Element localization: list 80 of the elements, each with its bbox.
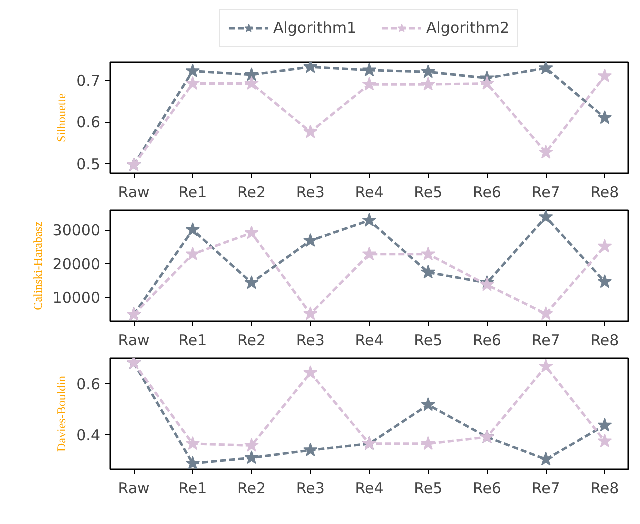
point: [598, 239, 612, 253]
point: [598, 68, 612, 82]
point: [538, 210, 554, 224]
y-tick-label: 10000: [52, 289, 100, 308]
point: [244, 76, 259, 90]
point: [244, 68, 259, 82]
point: [362, 62, 377, 77]
point: [538, 452, 554, 466]
x-tick-label: Re5: [414, 332, 443, 350]
x-tick-label: Re4: [355, 480, 384, 498]
y-tick-label: 0.5: [76, 155, 101, 174]
point: [362, 77, 377, 91]
point: [303, 306, 318, 320]
point: [538, 306, 554, 320]
point: [186, 436, 200, 450]
point: [598, 418, 612, 432]
x-tick-label: Re3: [296, 480, 325, 498]
x-tick-label: Re2: [238, 332, 266, 350]
point: [186, 246, 200, 261]
point: [480, 76, 494, 90]
x-tick-label: Re8: [590, 480, 620, 498]
x-tick-label: Re6: [472, 480, 502, 498]
point: [421, 436, 436, 450]
x-tick-label: Re1: [178, 480, 208, 498]
point: [186, 456, 200, 470]
y-axis-title: Silhouette: [54, 94, 69, 142]
x-tick-label: Re7: [532, 480, 560, 498]
x-tick-label: Re6: [472, 332, 502, 350]
point: [421, 77, 436, 91]
point: [538, 359, 554, 373]
x-tick-label: Re6: [472, 184, 502, 202]
point: [421, 265, 436, 279]
point: [186, 64, 200, 78]
point: [244, 276, 259, 290]
point: [303, 442, 318, 456]
legend-label: Algorithm2: [426, 19, 510, 37]
point: [421, 246, 436, 261]
point: [186, 222, 200, 236]
point: [244, 226, 259, 240]
y-tick-label: 30000: [52, 222, 100, 240]
x-tick-label: Re2: [238, 184, 266, 202]
x-tick-label: Re8: [590, 184, 620, 202]
x-tick-label: Re2: [238, 480, 266, 498]
x-tick-label: Raw: [118, 480, 150, 498]
x-tick-label: Re1: [178, 184, 208, 202]
point: [538, 62, 554, 75]
y-axis-title: Davies-Bouldin: [54, 376, 69, 452]
x-tick-label: Re1: [178, 332, 208, 350]
y-tick-label: 0.4: [76, 426, 101, 444]
x-tick-label: Re5: [414, 480, 443, 498]
point: [598, 110, 612, 124]
x-tick-label: Re7: [532, 332, 560, 350]
y-tick-label: 0.7: [76, 72, 101, 90]
legend-label: Algorithm1: [273, 19, 356, 37]
point: [244, 438, 259, 452]
point: [186, 76, 200, 90]
x-tick-label: Re3: [296, 332, 325, 350]
y-tick-label: 0.6: [76, 114, 101, 132]
point: [598, 274, 612, 288]
x-tick-label: Re4: [355, 184, 384, 202]
point: [421, 64, 436, 78]
y-tick-label: 0.6: [76, 375, 101, 394]
x-tick-label: Re4: [355, 332, 384, 350]
x-tick-label: Raw: [118, 332, 150, 350]
point: [362, 213, 377, 227]
x-tick-label: Re3: [296, 184, 325, 202]
x-tick-label: Raw: [118, 184, 150, 202]
point: [244, 450, 259, 464]
point: [421, 398, 436, 412]
point: [538, 145, 554, 159]
point: [598, 434, 612, 448]
point: [303, 366, 318, 380]
y-tick-label: 20000: [52, 255, 100, 274]
point: [362, 246, 377, 261]
x-tick-label: Re8: [590, 332, 620, 350]
x-tick-label: Re7: [532, 184, 560, 202]
point: [303, 233, 318, 248]
point: [303, 124, 318, 138]
y-axis-title: Calinski-Harabasz: [30, 222, 45, 310]
x-tick-label: Re5: [414, 184, 443, 202]
